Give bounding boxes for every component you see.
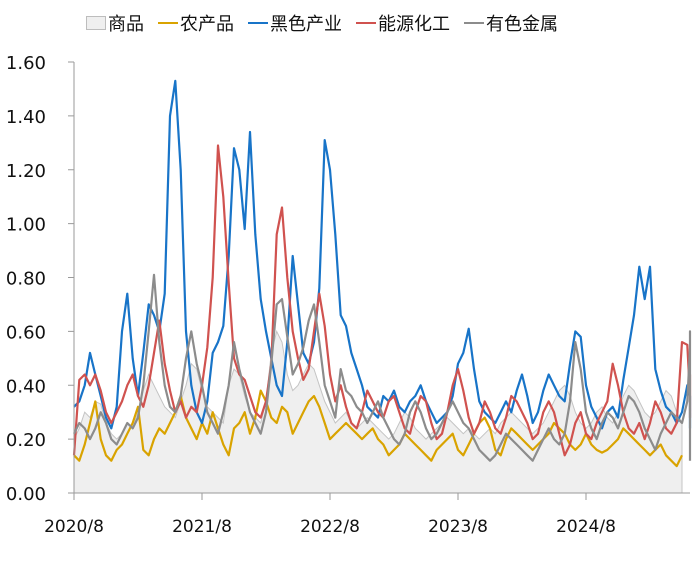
chart-legend: 商品 农产品 黑色产业 能源化工 有色金属 [86,8,558,38]
x-tick-label: 2023/8 [428,517,488,537]
legend-label: 能源化工 [378,14,450,35]
x-tick-label: 2024/8 [556,517,616,537]
x-tick-label: 2020/8 [44,517,104,537]
y-tick-label: 1.20 [6,161,46,182]
x-tick-label: 2022/8 [300,517,360,537]
y-tick-label: 1.60 [6,53,46,74]
legend-item-commodity: 商品 [86,10,144,36]
legend-swatch-line-icon [248,22,268,24]
legend-item-agriculture: 农产品 [158,10,234,36]
y-tick-label: 1.00 [6,215,46,236]
legend-label: 农产品 [180,14,234,35]
series-area-0 [73,329,683,494]
legend-label: 黑色产业 [270,14,342,35]
series-line-4 [73,273,692,462]
legend-label: 有色金属 [486,14,558,35]
legend-swatch-line-icon [356,22,376,24]
series-line-2 [73,79,692,430]
y-tick-label: 0.20 [6,430,46,451]
legend-item-energy-chemical: 能源化工 [356,10,450,36]
legend-swatch-line-icon [464,22,484,24]
legend-swatch-line-icon [158,22,178,24]
x-tick-label: 2021/8 [172,517,232,537]
plot-area [72,79,692,494]
legend-item-nonferrous: 有色金属 [464,10,558,36]
y-tick-label: 1.40 [6,107,46,128]
chart-axes: 0.00 0.20 0.40 0.60 0.80 1.00 1.20 1.40 1.60 2020… [6,53,690,537]
legend-swatch-area-icon [86,16,106,30]
y-tick-label: 0.80 [6,269,46,290]
series-line-3 [72,144,692,457]
legend-label: 商品 [108,14,144,35]
legend-item-ferrous: 黑色产业 [248,10,342,36]
y-tick-label: 0.00 [6,484,46,505]
y-tick-label: 0.60 [6,322,46,343]
y-tick-label: 0.40 [6,376,46,397]
